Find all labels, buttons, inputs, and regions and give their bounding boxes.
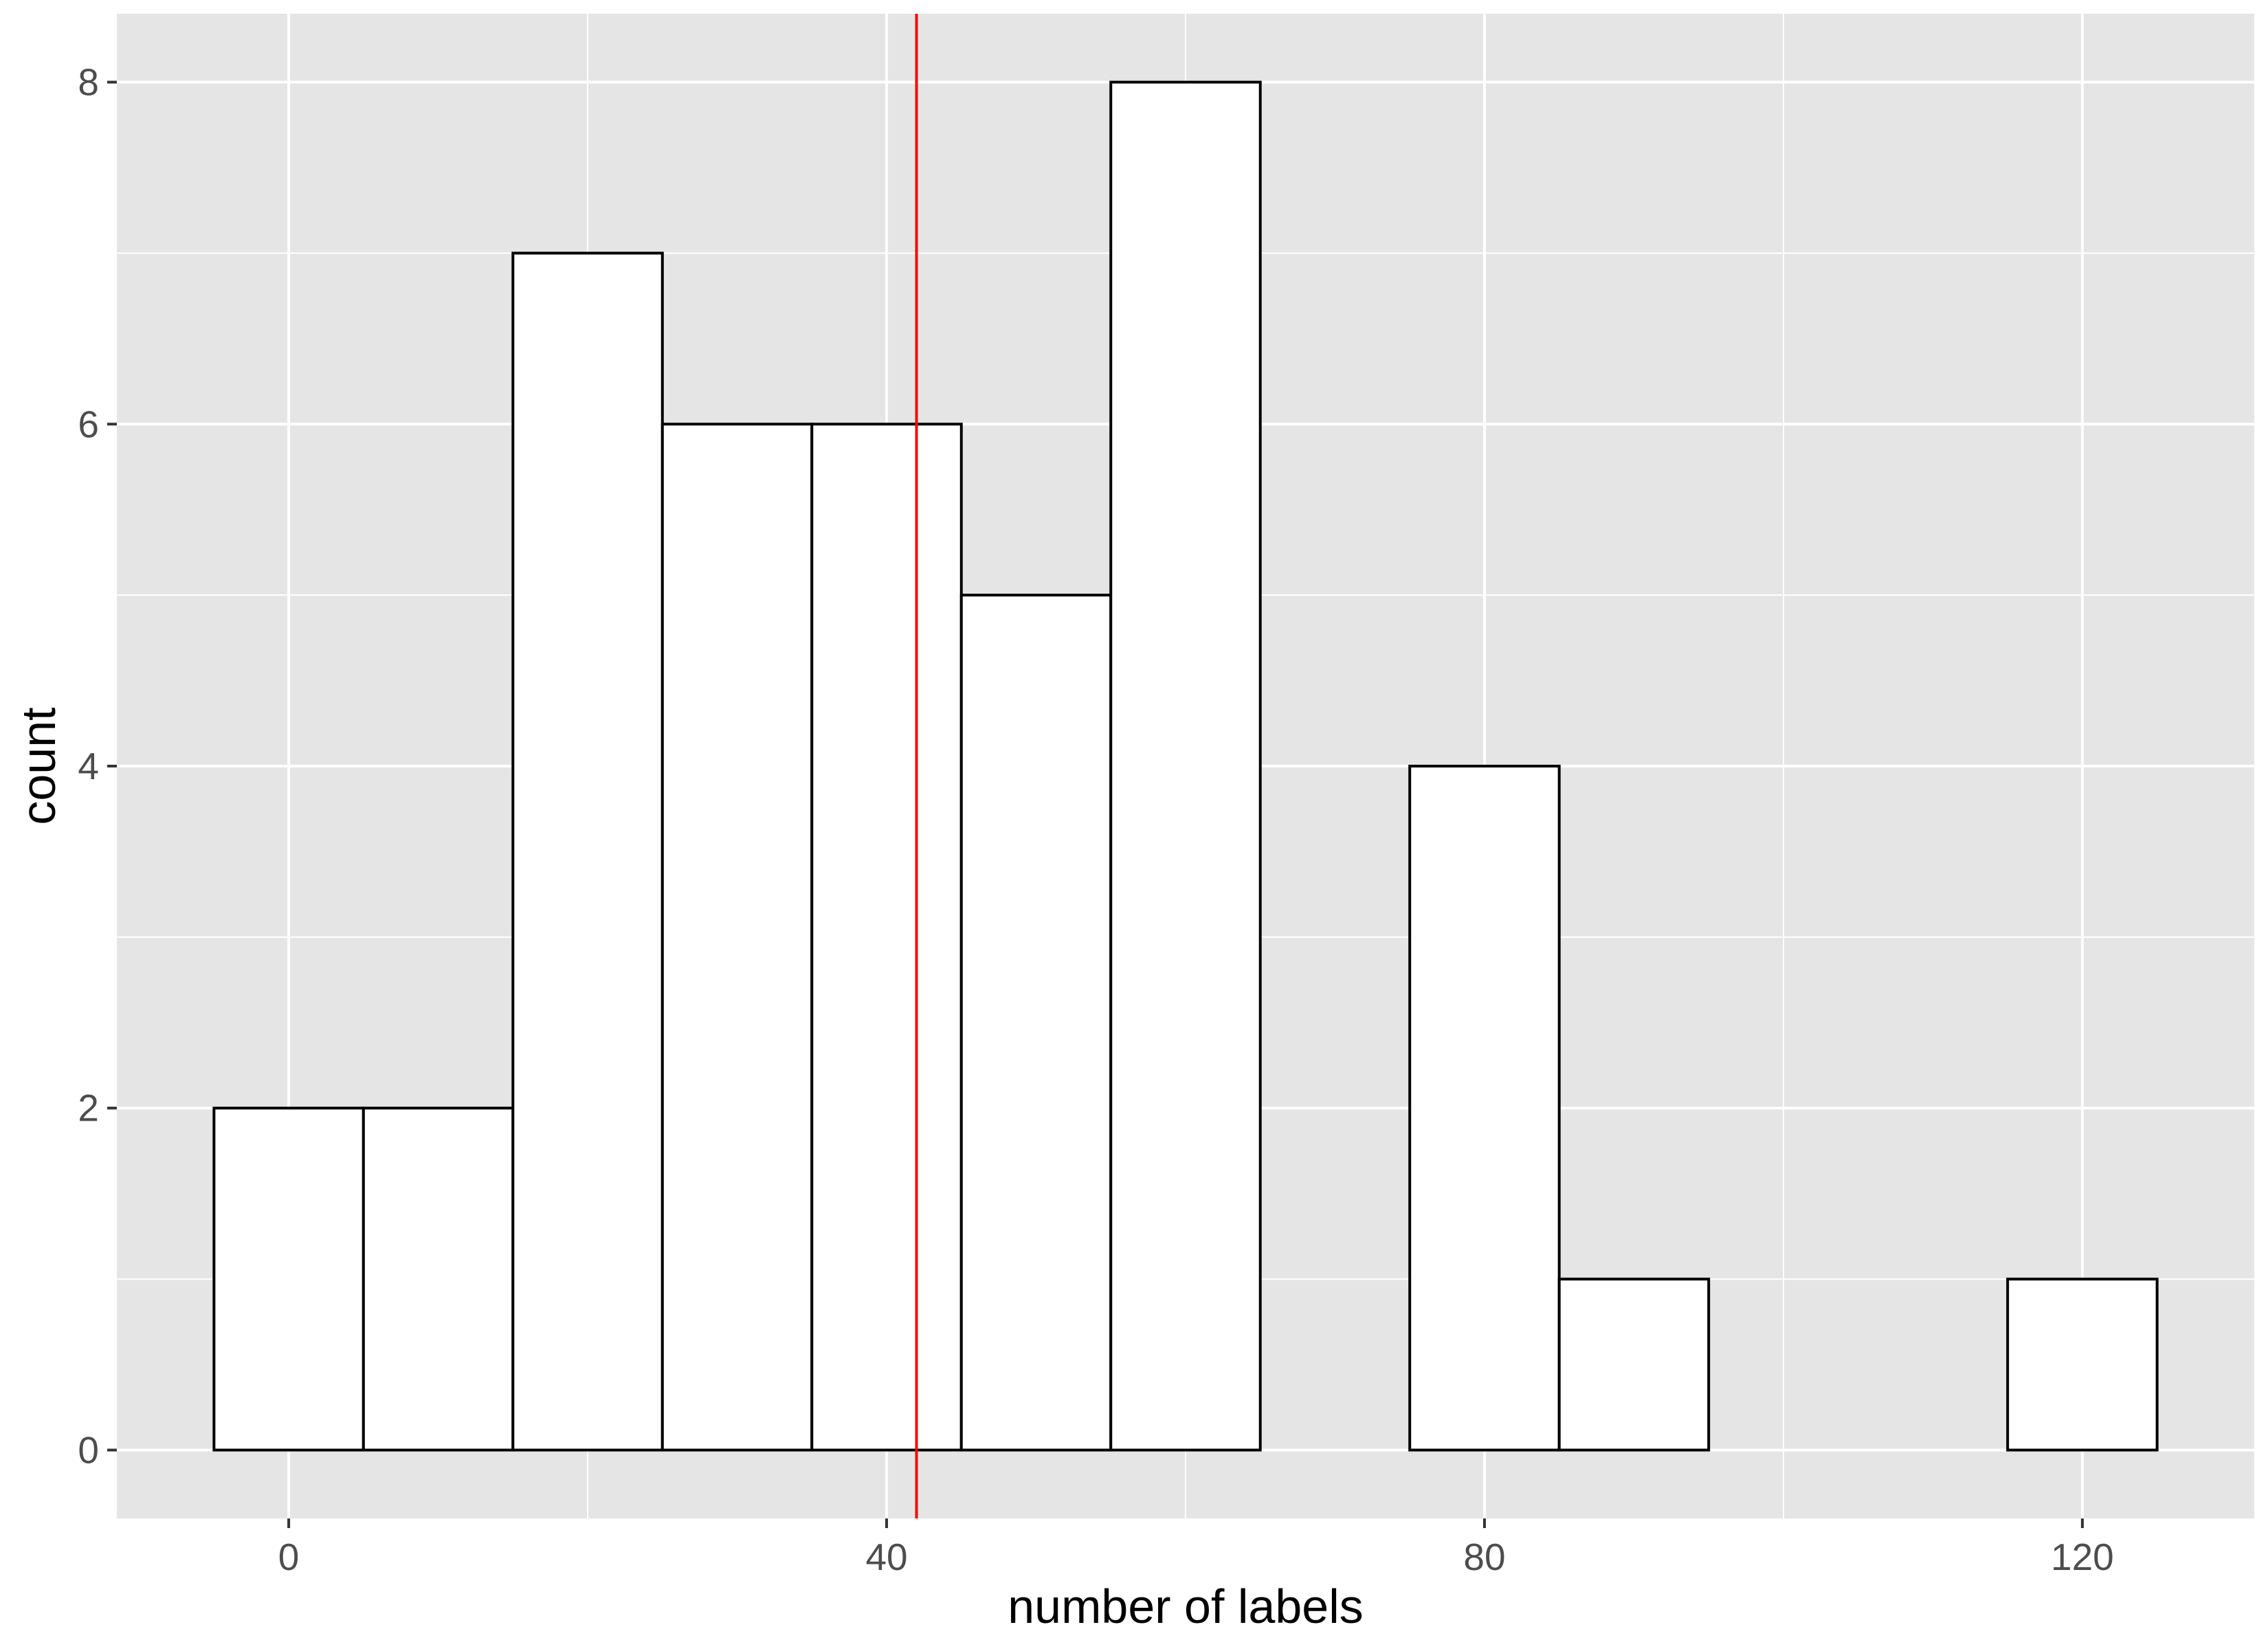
x-tick-label: 40 xyxy=(865,1536,907,1578)
y-tick-label: 4 xyxy=(78,745,99,787)
y-tick-label: 2 xyxy=(78,1087,99,1130)
histogram-bar xyxy=(2006,1277,2159,1452)
x-tick-label: 80 xyxy=(1463,1536,1505,1578)
histogram-bar xyxy=(810,423,963,1452)
histogram-bar xyxy=(1408,765,1561,1452)
y-tick-label: 6 xyxy=(78,403,99,445)
x-tick-label: 120 xyxy=(2051,1536,2114,1578)
histogram-bar xyxy=(511,251,664,1452)
histogram-bar xyxy=(660,423,814,1452)
y-axis: 0 2 4 6 8 xyxy=(78,61,117,1471)
y-axis-title: count xyxy=(12,707,65,824)
histogram-bar xyxy=(212,1106,365,1452)
y-tick-label: 0 xyxy=(78,1428,99,1471)
bars xyxy=(212,80,2159,1452)
y-tick-label: 8 xyxy=(78,61,99,104)
x-axis-title: number of labels xyxy=(1008,1580,1364,1633)
x-tick-label: 0 xyxy=(278,1536,300,1578)
histogram-bar xyxy=(1557,1277,1711,1452)
histogram-bar xyxy=(959,594,1113,1452)
histogram-bar xyxy=(1109,80,1262,1452)
histogram-bar xyxy=(362,1106,515,1452)
x-axis: 0 40 80 120 xyxy=(278,1518,2114,1578)
